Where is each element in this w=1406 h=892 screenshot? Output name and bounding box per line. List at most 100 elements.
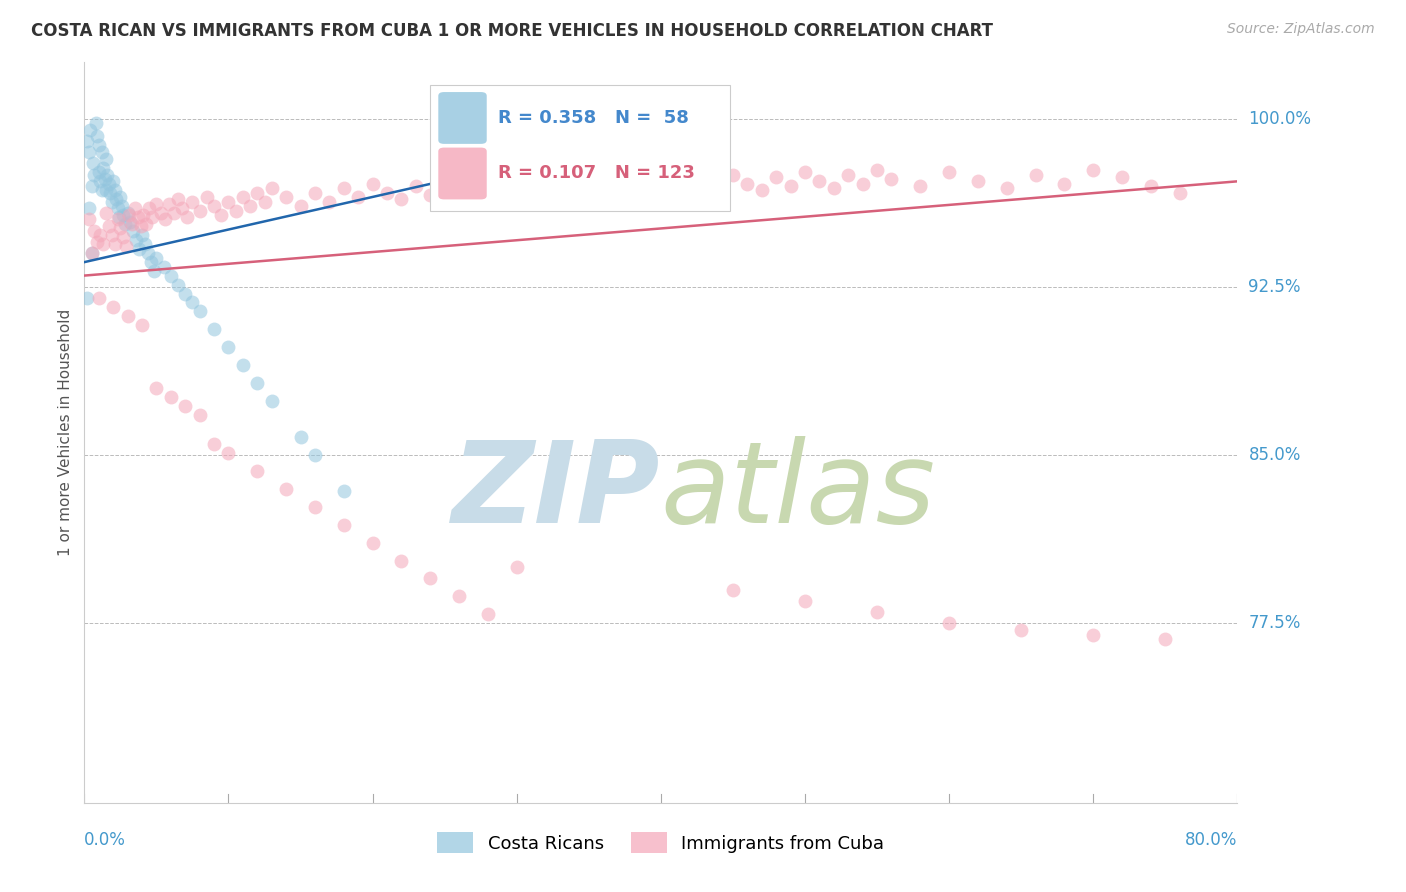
Point [506, 172, 529, 186]
Point [89, 228, 111, 243]
Point [117, 309, 139, 323]
Point [129, 219, 152, 234]
Point [218, 194, 240, 209]
Point [225, 203, 247, 218]
Text: 0.0%: 0.0% [84, 830, 127, 848]
Point [97, 177, 120, 191]
Point [80, 246, 103, 260]
Point [195, 190, 218, 204]
Point [794, 165, 817, 179]
Point [110, 190, 132, 204]
Point [1111, 169, 1133, 184]
Point [679, 186, 702, 200]
Point [449, 590, 471, 604]
Point [124, 201, 146, 215]
Point [621, 174, 644, 188]
Point [253, 194, 276, 209]
Point [136, 246, 159, 260]
Point [89, 174, 111, 188]
Point [104, 183, 127, 197]
Point [176, 211, 198, 225]
Point [232, 359, 254, 373]
Point [181, 194, 204, 209]
Point [93, 172, 115, 186]
Point [361, 535, 384, 549]
Point [138, 201, 160, 215]
Point [87, 291, 110, 305]
Text: 100.0%: 100.0% [1249, 110, 1312, 128]
Point [76, 134, 98, 148]
Point [433, 174, 456, 188]
Point [80, 246, 103, 260]
Point [218, 446, 240, 460]
Point [1083, 163, 1105, 178]
Point [188, 408, 211, 422]
Point [260, 394, 283, 409]
Text: R = 0.107   N = 123: R = 0.107 N = 123 [498, 164, 695, 183]
Point [419, 187, 441, 202]
Point [361, 177, 384, 191]
Point [852, 177, 875, 191]
Point [808, 174, 831, 188]
Point [491, 186, 513, 200]
Text: 85.0%: 85.0% [1249, 446, 1301, 464]
Point [145, 196, 167, 211]
Point [128, 242, 150, 256]
Point [139, 255, 162, 269]
Point [202, 322, 225, 336]
Point [938, 616, 960, 631]
Point [506, 560, 529, 574]
Point [837, 168, 859, 182]
Point [134, 237, 156, 252]
Point [578, 169, 600, 184]
Point [118, 208, 141, 222]
Point [232, 190, 254, 204]
Point [100, 228, 122, 243]
Point [239, 199, 262, 213]
Point [131, 318, 153, 332]
Point [721, 168, 744, 182]
Point [333, 483, 356, 498]
Point [153, 212, 176, 227]
Text: ZIP: ZIP [453, 436, 661, 548]
Point [1154, 632, 1177, 646]
Point [160, 268, 183, 283]
Point [121, 217, 143, 231]
Point [333, 517, 356, 532]
Point [419, 571, 441, 585]
Legend: Costa Ricans, Immigrants from Cuba: Costa Ricans, Immigrants from Cuba [430, 825, 891, 861]
Point [97, 219, 120, 234]
Point [163, 206, 186, 220]
Point [117, 206, 139, 220]
Point [260, 181, 283, 195]
Point [157, 196, 180, 211]
Point [751, 183, 773, 197]
Point [304, 500, 326, 514]
Point [779, 178, 801, 193]
Point [83, 224, 105, 238]
Point [707, 181, 730, 195]
Point [449, 183, 471, 197]
Point [520, 181, 543, 195]
Point [967, 174, 990, 188]
Point [122, 224, 145, 238]
Point [693, 172, 716, 186]
Point [218, 340, 240, 354]
Point [333, 181, 356, 195]
Point [112, 230, 135, 244]
Point [664, 178, 686, 193]
Point [721, 582, 744, 597]
Point [152, 260, 174, 274]
Point [202, 437, 225, 451]
Y-axis label: 1 or more Vehicles in Household: 1 or more Vehicles in Household [58, 309, 73, 557]
Point [115, 239, 138, 253]
Point [375, 186, 398, 200]
Point [318, 194, 340, 209]
Text: COSTA RICAN VS IMMIGRANTS FROM CUBA 1 OR MORE VEHICLES IN HOUSEHOLD CORRELATION : COSTA RICAN VS IMMIGRANTS FROM CUBA 1 OR… [31, 22, 993, 40]
Point [90, 183, 112, 197]
Point [80, 178, 103, 193]
Point [112, 208, 135, 222]
Point [98, 186, 121, 200]
Point [534, 165, 557, 179]
Point [108, 211, 131, 225]
